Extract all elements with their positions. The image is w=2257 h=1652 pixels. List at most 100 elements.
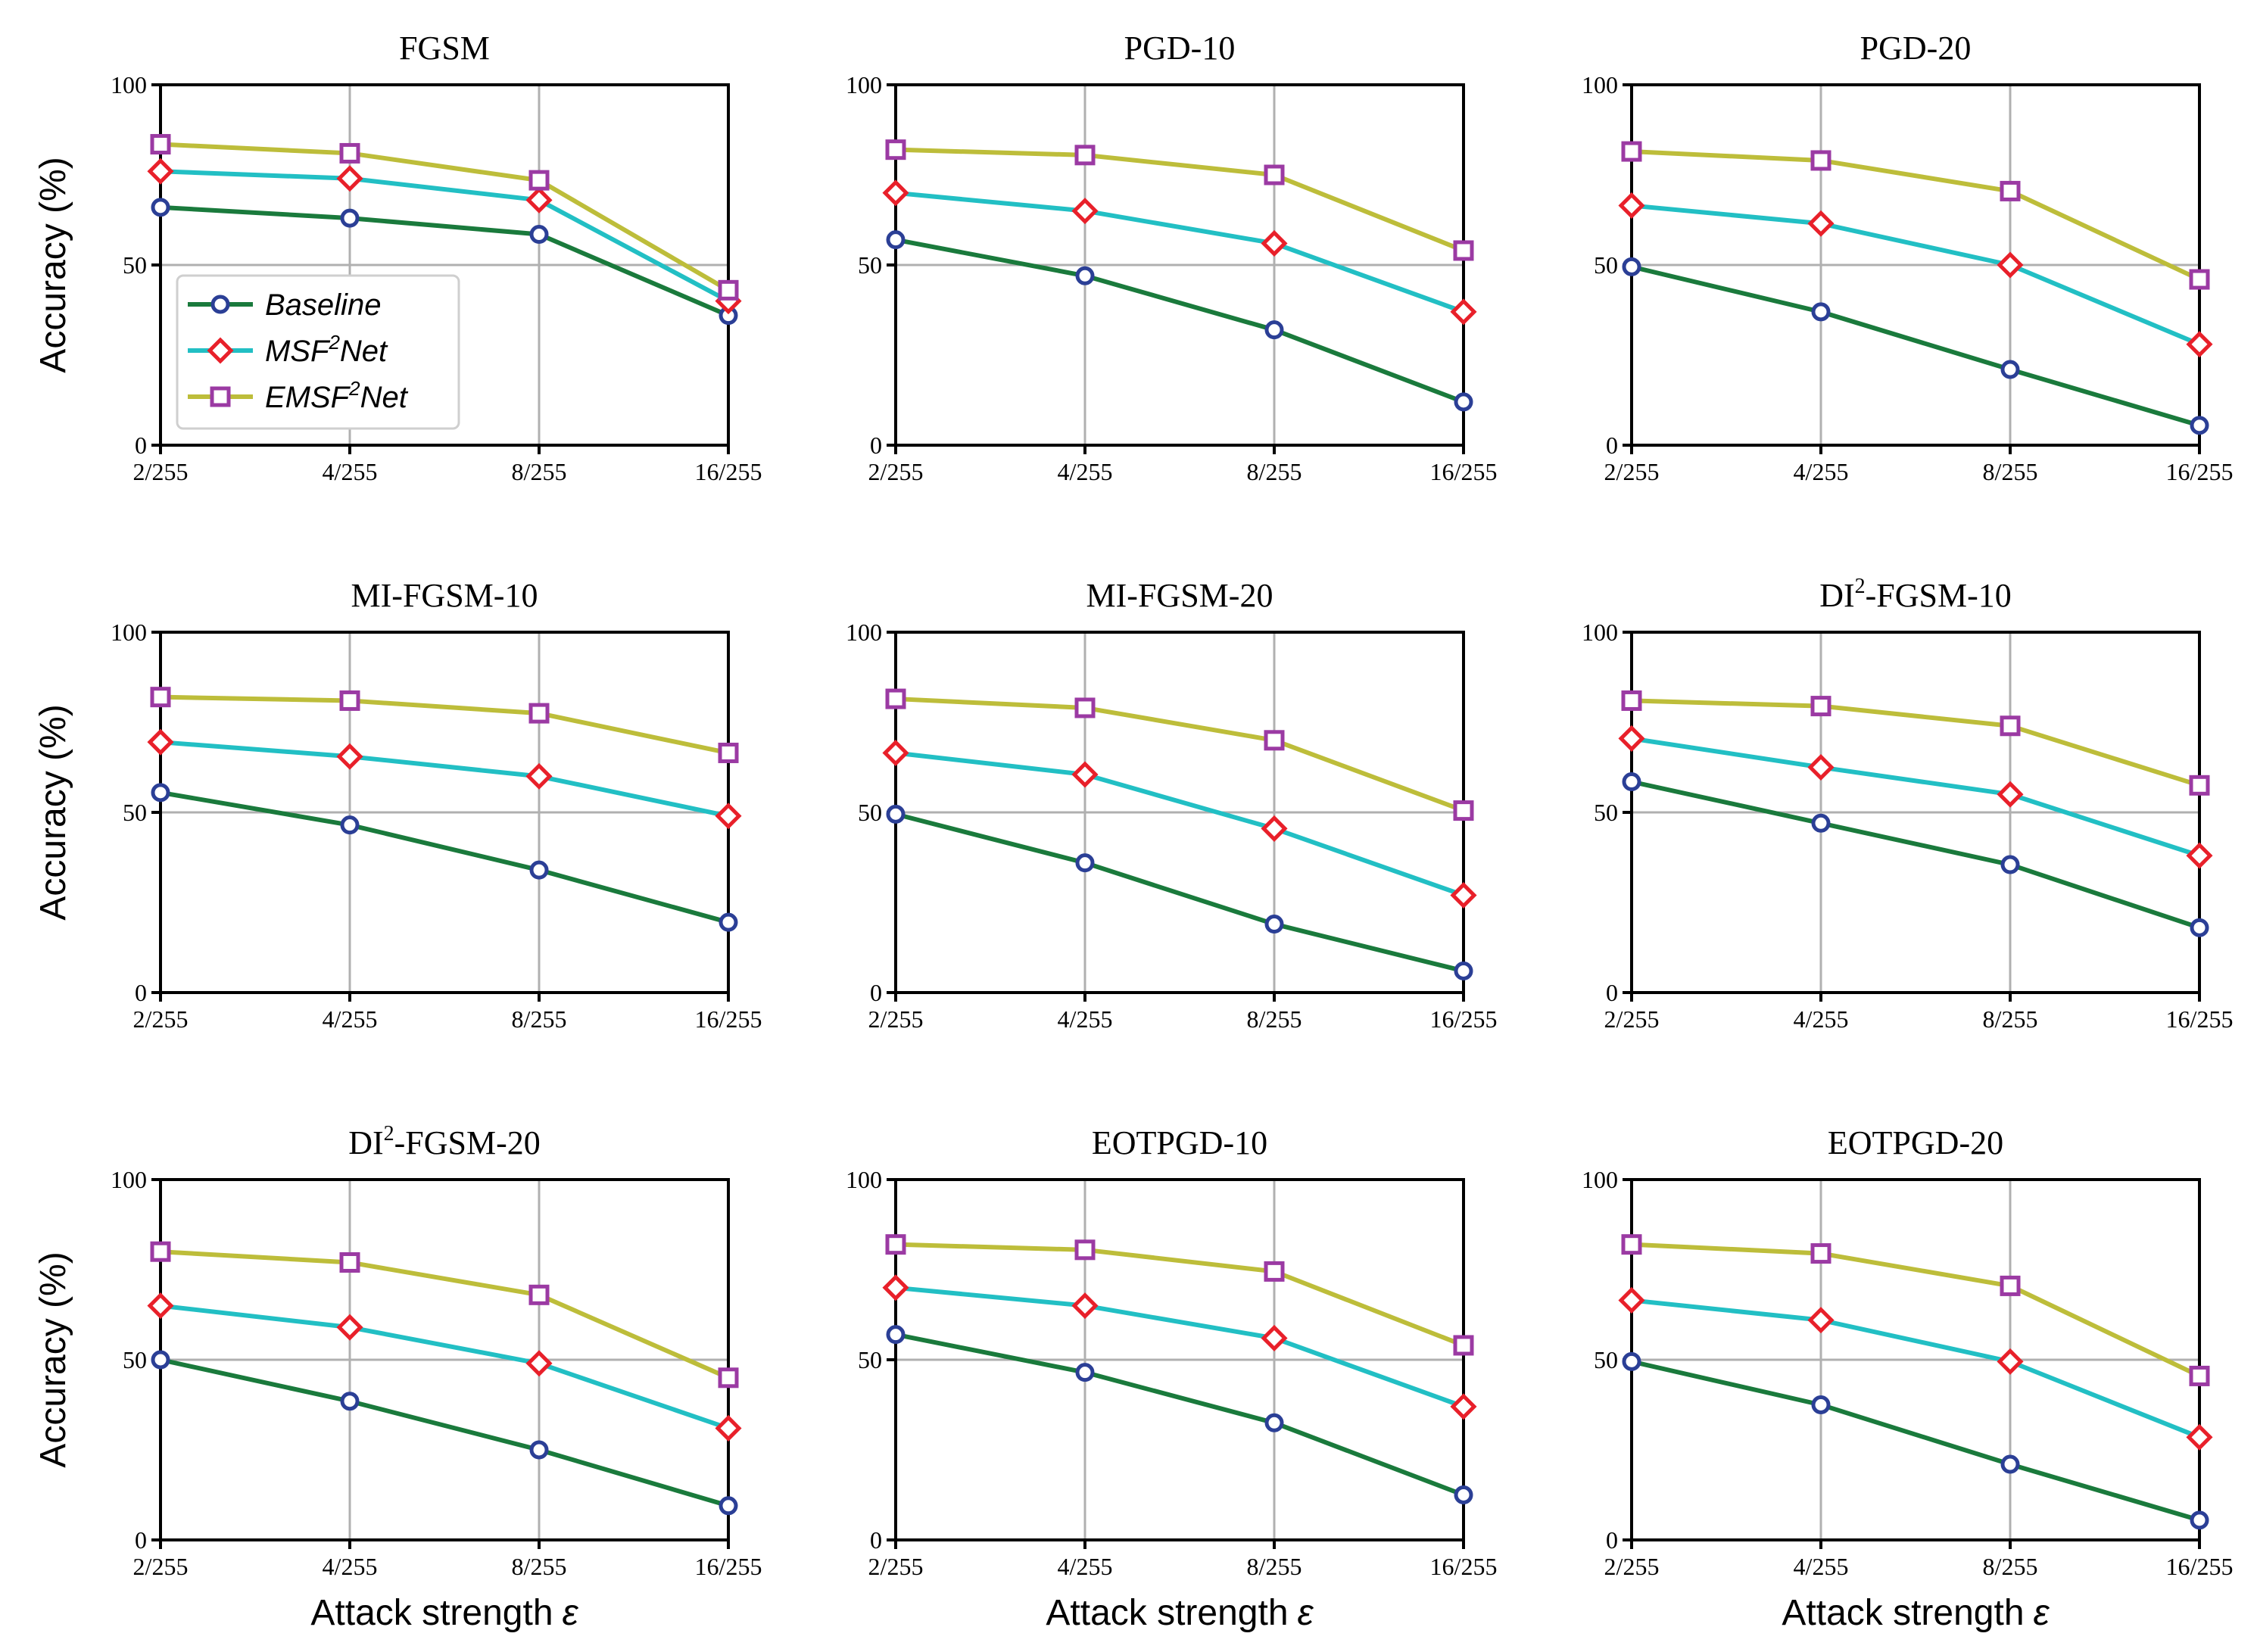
data-point-msf2net bbox=[1618, 192, 1645, 219]
data-point-baseline bbox=[1264, 320, 1284, 340]
chart-title-rest: -FGSM-20 bbox=[394, 1124, 541, 1161]
legend-label-main: Baseline bbox=[265, 288, 381, 322]
legend-box bbox=[176, 274, 460, 430]
data-point-baseline bbox=[151, 1350, 170, 1370]
data-point-emsf2net bbox=[1621, 1234, 1642, 1255]
data-point-emsf2net bbox=[885, 688, 906, 709]
series-line bbox=[1631, 779, 2200, 930]
y-tick-label: 0 bbox=[870, 432, 882, 459]
data-point-baseline bbox=[1264, 915, 1284, 934]
data-point-baseline bbox=[529, 860, 549, 880]
data-point-msf2net bbox=[882, 1274, 909, 1301]
x-axis-label: Attack strength ε bbox=[310, 1593, 578, 1633]
series-line bbox=[160, 1303, 729, 1431]
data-point-baseline bbox=[529, 225, 549, 245]
data-point-emsf2net bbox=[1810, 1243, 1831, 1264]
series-line bbox=[895, 750, 1464, 898]
data-point-baseline bbox=[2000, 855, 2020, 874]
chart-title: PGD-10 bbox=[1124, 30, 1236, 67]
legend-label-rest: Net bbox=[340, 335, 388, 368]
data-point-baseline bbox=[1811, 1395, 1831, 1414]
y-tick-label: 100 bbox=[846, 1166, 882, 1193]
x-tick-label: 8/255 bbox=[1983, 458, 2038, 485]
legend-label-superscript: 2 bbox=[348, 377, 360, 400]
data-point-baseline bbox=[1622, 257, 1641, 276]
chart-panel: 0 50 100 2/255 4/255 8/255 16/255 FGSM Accuracy … bbox=[33, 30, 762, 485]
x-tick-label: 2/255 bbox=[868, 1553, 924, 1580]
chart-title-superscript: 2 bbox=[384, 1122, 394, 1145]
data-point-emsf2net bbox=[2189, 1365, 2210, 1386]
y-tick-label: 100 bbox=[111, 1166, 147, 1193]
series-line bbox=[160, 1357, 729, 1508]
data-point-msf2net bbox=[882, 179, 909, 207]
data-point-emsf2net bbox=[1810, 696, 1831, 717]
data-point-baseline bbox=[151, 783, 170, 803]
data-point-baseline bbox=[719, 1496, 738, 1516]
chart-title-superscript: 2 bbox=[1855, 575, 1866, 598]
chart-title-main: DI bbox=[348, 1124, 383, 1161]
x-tick-label: 2/255 bbox=[133, 1553, 189, 1580]
series-line bbox=[895, 1285, 1465, 1409]
legend-label: Baseline bbox=[265, 288, 381, 322]
data-point-baseline bbox=[151, 198, 170, 217]
data-point-baseline bbox=[886, 230, 906, 250]
data-point-msf2net bbox=[1261, 1324, 1288, 1351]
y-tick-label: 0 bbox=[1606, 1526, 1618, 1554]
data-point-baseline bbox=[2000, 1454, 2020, 1474]
data-point-msf2net bbox=[1071, 761, 1099, 788]
series-line bbox=[895, 697, 1465, 813]
chart-title-main: MI-FGSM-10 bbox=[351, 577, 538, 614]
data-point-baseline bbox=[2190, 918, 2209, 937]
y-tick-label: 100 bbox=[111, 619, 147, 646]
series-line bbox=[160, 1249, 730, 1380]
x-tick-label: 4/255 bbox=[323, 1005, 378, 1033]
data-point-msf2net bbox=[2186, 1423, 2213, 1451]
series-line bbox=[160, 204, 730, 318]
x-tick-label: 4/255 bbox=[323, 458, 378, 485]
legend: Baseline MSF2Net EMSF2Net bbox=[176, 274, 460, 430]
legend-label-superscript: 2 bbox=[328, 331, 340, 354]
data-point-emsf2net bbox=[2189, 775, 2210, 796]
x-tick-label: 8/255 bbox=[1247, 458, 1302, 485]
series-line bbox=[895, 190, 1465, 314]
legend-diamond-marker bbox=[207, 337, 234, 364]
data-point-emsf2net bbox=[885, 139, 906, 161]
data-point-msf2net bbox=[1261, 815, 1288, 842]
y-axis-label: Accuracy (%) bbox=[33, 704, 73, 920]
chart-panel: 0 50 100 2/255 4/255 8/255 16/255 MI-FGSM-20 bbox=[846, 577, 1497, 1033]
data-point-msf2net bbox=[1618, 725, 1645, 752]
series-line bbox=[895, 1242, 1465, 1348]
y-axis-label: Accuracy (%) bbox=[33, 1251, 73, 1467]
series-line bbox=[1631, 698, 2200, 788]
data-point-emsf2net bbox=[339, 1251, 360, 1273]
x-tick-label: 8/255 bbox=[1247, 1553, 1302, 1580]
x-tick-label: 16/255 bbox=[2166, 1553, 2234, 1580]
x-axis-label-text: Attack strength bbox=[310, 1593, 553, 1633]
x-tick-label: 16/255 bbox=[1430, 1005, 1498, 1033]
x-tick-label: 16/255 bbox=[695, 1005, 762, 1033]
x-tick-label: 2/255 bbox=[133, 1005, 189, 1033]
legend-label: MSF2Net bbox=[265, 331, 388, 368]
chart-panel: 0 50 100 2/255 4/255 8/255 16/255 PGD-20 bbox=[1582, 30, 2233, 485]
data-point-baseline bbox=[529, 1440, 549, 1460]
chart-title-main: PGD-10 bbox=[1124, 30, 1236, 67]
series-line bbox=[1631, 1298, 2201, 1440]
y-tick-label: 50 bbox=[858, 1346, 882, 1373]
x-tick-label: 2/255 bbox=[133, 458, 189, 485]
data-point-baseline bbox=[2190, 1510, 2209, 1530]
data-point-msf2net bbox=[2186, 331, 2213, 358]
series-line bbox=[895, 812, 1464, 974]
chart-title: PGD-20 bbox=[1860, 30, 1972, 67]
y-tick-label: 50 bbox=[858, 251, 882, 279]
x-axis-label: Attack strength ε bbox=[1782, 1593, 2050, 1633]
data-point-emsf2net bbox=[2189, 269, 2210, 290]
x-tick-label: 16/255 bbox=[695, 1553, 762, 1580]
data-point-msf2net bbox=[1450, 298, 1477, 326]
data-point-msf2net bbox=[1807, 210, 1835, 237]
legend-label: EMSF2Net bbox=[265, 377, 409, 414]
x-tick-label: 4/255 bbox=[1794, 458, 1849, 485]
data-point-emsf2net bbox=[885, 1234, 906, 1255]
legend-label-rest: Net bbox=[360, 381, 409, 414]
chart-title-main: FGSM bbox=[399, 30, 490, 67]
data-point-msf2net bbox=[1807, 1307, 1835, 1334]
